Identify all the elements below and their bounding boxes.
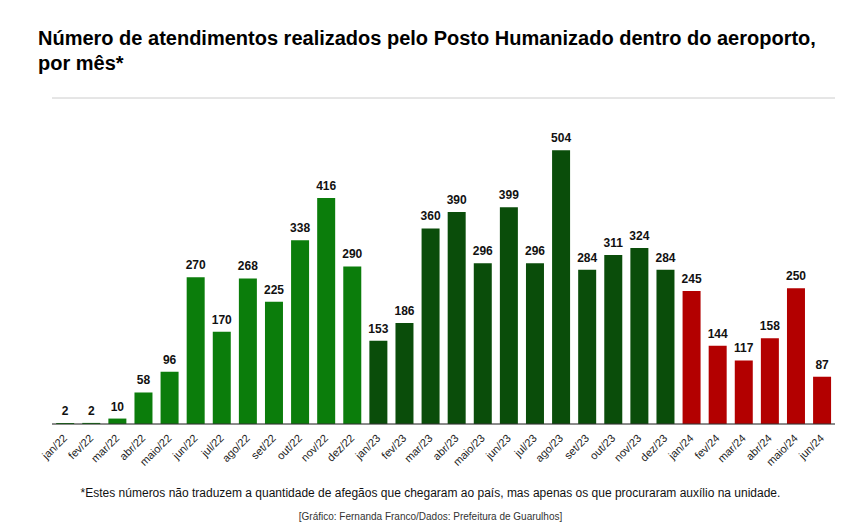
svg-text:jul/23: jul/23 (512, 431, 540, 459)
svg-text:311: 311 (604, 236, 624, 250)
html-text:Número de atendimentos realiza: Número de atendimentos realizados pelo P… (38, 27, 816, 74)
svg-text:ago/22: ago/22 (220, 432, 252, 464)
svg-text:maio/23: maio/23 (451, 432, 487, 468)
svg-text:nov/22: nov/22 (298, 432, 330, 464)
svg-text:mar/23: mar/23 (402, 432, 435, 465)
svg-text:set/22: set/22 (248, 432, 278, 462)
svg-text:out/23: out/23 (587, 431, 618, 462)
svg-text:96: 96 (163, 353, 177, 367)
svg-text:mar/22: mar/22 (89, 432, 122, 465)
svg-text:117: 117 (734, 341, 754, 355)
svg-text:390: 390 (447, 193, 467, 207)
svg-text:2: 2 (88, 404, 95, 418)
svg-text:mar/24: mar/24 (715, 432, 748, 465)
svg-text:dez/23: dez/23 (638, 432, 670, 464)
svg-text:out/22: out/22 (274, 431, 305, 462)
svg-text:ago/23: ago/23 (533, 432, 565, 464)
svg-text:10: 10 (111, 400, 125, 414)
svg-text:87: 87 (815, 358, 829, 372)
svg-text:fev/22: fev/22 (65, 431, 96, 462)
svg-text:270: 270 (186, 258, 206, 272)
svg-text:jul/22: jul/22 (198, 431, 226, 459)
svg-text:maio/22: maio/22 (138, 432, 174, 468)
svg-text:186: 186 (394, 304, 414, 318)
svg-text:jun/22: jun/22 (169, 432, 199, 462)
html-text:*Estes números não traduzem a: *Estes números não traduzem a quantidade… (80, 486, 781, 500)
svg-text:jan/23: jan/23 (352, 432, 382, 462)
svg-text:225: 225 (264, 283, 284, 297)
svg-text:245: 245 (682, 272, 702, 286)
svg-text:abr/24: abr/24 (743, 431, 774, 463)
svg-text:jan/24: jan/24 (665, 432, 695, 462)
svg-text:268: 268 (238, 259, 258, 273)
svg-text:58: 58 (137, 373, 151, 387)
svg-text:250: 250 (786, 269, 806, 283)
svg-text:2: 2 (62, 404, 69, 418)
svg-text:maio/24: maio/24 (764, 432, 800, 468)
svg-text:set/23: set/23 (562, 432, 592, 462)
svg-text:504: 504 (551, 131, 571, 145)
svg-text:284: 284 (655, 251, 675, 265)
svg-text:144: 144 (708, 327, 728, 341)
svg-text:416: 416 (316, 179, 336, 193)
svg-text:fev/24: fev/24 (692, 431, 722, 462)
svg-text:296: 296 (525, 244, 545, 258)
svg-text:170: 170 (212, 313, 232, 327)
svg-text:jan/22: jan/22 (39, 432, 69, 462)
svg-text:jun/23: jun/23 (483, 432, 513, 462)
svg-text:338: 338 (290, 221, 310, 235)
svg-text:nov/23: nov/23 (612, 432, 644, 464)
svg-text:abr/22: abr/22 (117, 431, 148, 463)
svg-text:fev/23: fev/23 (378, 431, 409, 462)
svg-text:284: 284 (577, 251, 597, 265)
svg-text:360: 360 (421, 209, 441, 223)
svg-text:153: 153 (368, 322, 388, 336)
svg-text:324: 324 (629, 229, 649, 243)
svg-text:abr/23: abr/23 (430, 431, 461, 463)
svg-text:296: 296 (473, 244, 493, 258)
svg-text:158: 158 (760, 319, 780, 333)
html-text:[Gráfico: Fernanda Franco/Dado: [Gráfico: Fernanda Franco/Dados: Prefeit… (298, 511, 563, 522)
svg-text:399: 399 (499, 188, 519, 202)
svg-text:dez/22: dez/22 (325, 432, 357, 464)
svg-text:jun/24: jun/24 (796, 432, 826, 462)
svg-text:290: 290 (342, 247, 362, 261)
